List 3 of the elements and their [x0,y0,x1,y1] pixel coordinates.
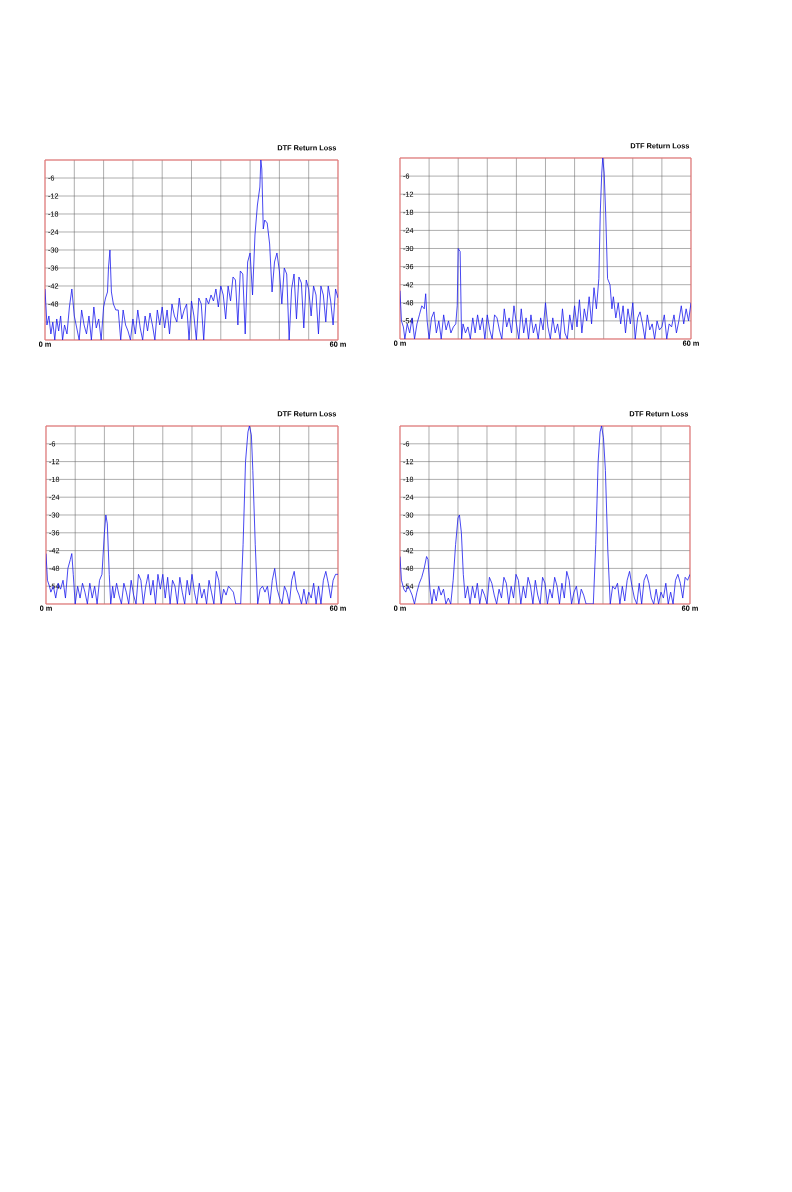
line-series [45,160,338,340]
line-series [400,158,691,339]
line-series [46,426,338,604]
